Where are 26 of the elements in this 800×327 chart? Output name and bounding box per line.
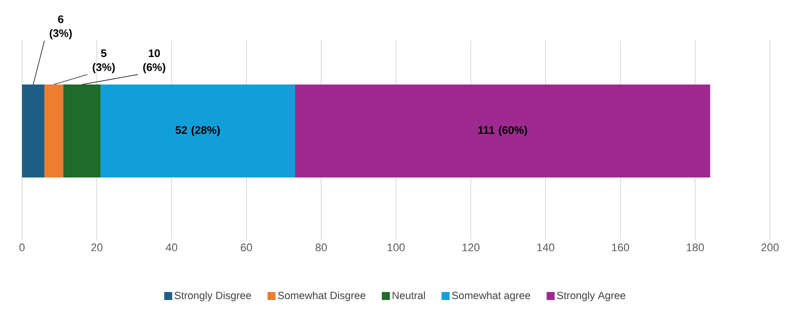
data-label: 52 (28%) [176,126,220,136]
bar [100,84,296,178]
legend-label: Somewhat Disgree [278,291,366,302]
x-tick-label: 40 [166,244,178,252]
bar [295,84,710,178]
legend-label: Somewhat agree [452,291,530,302]
x-tick-label: 140 [537,244,554,252]
data-label: 10 (6%) [143,49,166,74]
bar [44,84,64,178]
x-tick-label: 0 [19,244,25,252]
legend-label: Strongly Disgree [174,291,252,302]
x-tick-label: 160 [612,244,630,252]
data-label: 6 (3%) [50,15,72,40]
data-label: 5 (3%) [92,49,115,74]
x-tick-label: 100 [388,244,405,252]
x-tick-label: 80 [316,244,327,252]
x-tick-label: 120 [462,244,480,252]
legend-label: Neutral [392,291,425,300]
x-tick-label: 60 [240,244,252,252]
bar [22,84,44,178]
x-tick-label: 180 [686,244,704,252]
data-label: 111 (60%) [478,126,528,136]
x-tick-label: 200 [761,244,779,252]
x-tick-label: 20 [91,244,102,252]
bar [63,84,101,178]
legend-label: Strongly Agree [557,291,626,302]
